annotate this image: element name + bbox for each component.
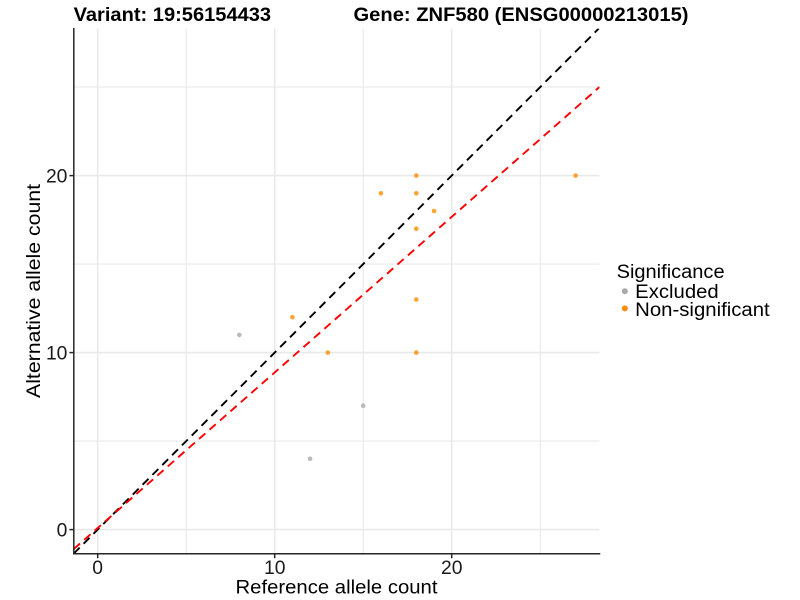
svg-text:Excluded: Excluded — [635, 282, 719, 303]
svg-text:Significance: Significance — [617, 262, 725, 283]
svg-text:20: 20 — [46, 167, 67, 188]
svg-text:10: 10 — [264, 558, 285, 579]
svg-text:Alternative allele count: Alternative allele count — [24, 183, 45, 398]
svg-text:Gene: ZNF580 (ENSG00000213015): Gene: ZNF580 (ENSG00000213015) — [354, 4, 689, 26]
svg-text:Non-significant: Non-significant — [635, 300, 770, 321]
svg-text:0: 0 — [57, 521, 68, 542]
svg-text:10: 10 — [46, 344, 67, 365]
svg-text:20: 20 — [441, 558, 462, 579]
svg-text:Reference allele count: Reference allele count — [236, 578, 439, 599]
svg-text:Variant: 19:56154433: Variant: 19:56154433 — [74, 4, 272, 26]
svg-text:0: 0 — [92, 558, 103, 579]
